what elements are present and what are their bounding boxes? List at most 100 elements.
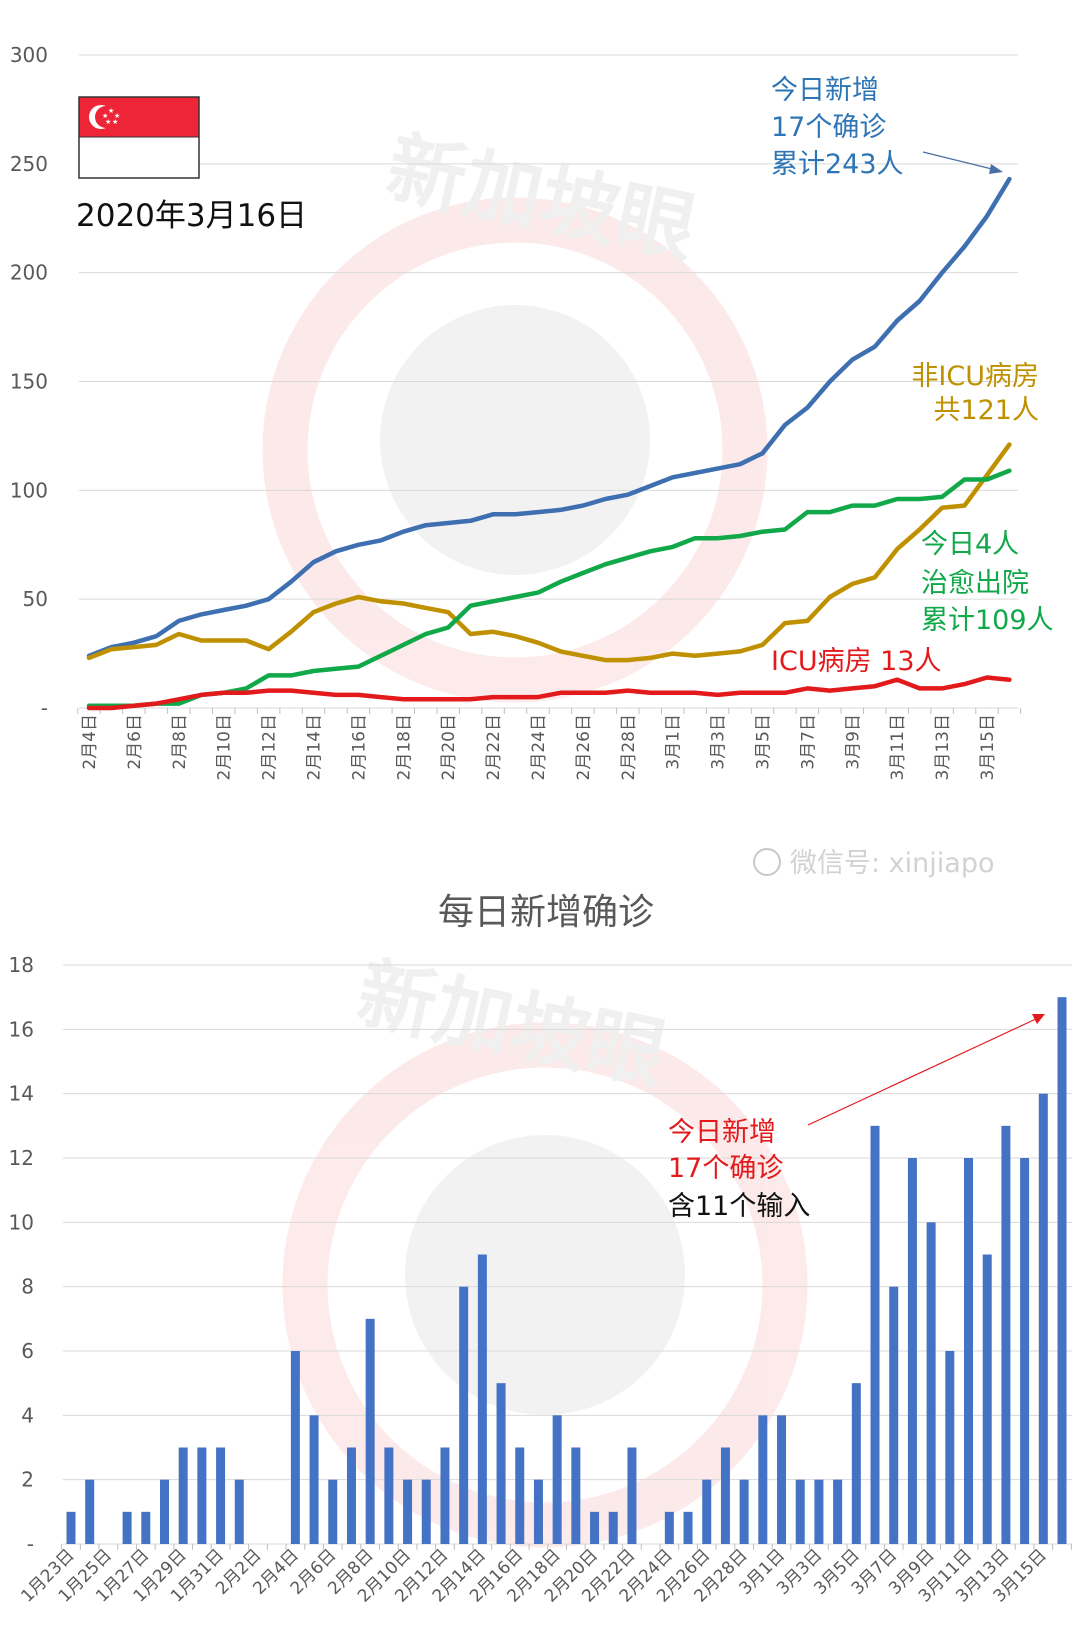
top-x-tick-label: 3月7日 bbox=[798, 714, 818, 770]
top-y-tick-label: 50 bbox=[23, 587, 48, 611]
annotation-recovered-line2: 治愈出院 bbox=[921, 568, 1029, 599]
daily-bar bbox=[777, 1415, 787, 1544]
daily-bar bbox=[384, 1447, 394, 1544]
daily-bar bbox=[833, 1479, 843, 1544]
top-y-tick-label: 250 bbox=[10, 152, 48, 176]
daily-bar bbox=[216, 1447, 226, 1544]
top-x-tick-label: 3月5日 bbox=[754, 714, 774, 770]
top-x-tick-label: 2月26日 bbox=[574, 714, 594, 780]
daily-bar bbox=[552, 1415, 562, 1544]
top-x-tick-label: 2月14日 bbox=[305, 714, 325, 780]
annotation-non-icu-line1: 非ICU病房 bbox=[911, 361, 1039, 392]
daily-bar bbox=[346, 1447, 356, 1544]
top-x-tick-label: 3月15日 bbox=[978, 714, 998, 780]
top-x-tick-label: 2月4日 bbox=[80, 714, 100, 770]
flag-date: 2020年3月16日 bbox=[76, 198, 307, 234]
daily-bar bbox=[1020, 1158, 1030, 1544]
daily-bar bbox=[795, 1479, 805, 1544]
bottom-y-tick-label: 4 bbox=[21, 1403, 34, 1427]
daily-bar bbox=[608, 1511, 618, 1544]
annotation-non-icu: 非ICU病房 共121人 bbox=[911, 361, 1039, 426]
bottom-chart-x-labels: 1月23日1月25日1月27日1月29日1月31日2月2日2月4日2月6日2月8… bbox=[17, 1545, 1050, 1606]
daily-bar bbox=[814, 1479, 824, 1544]
daily-bar bbox=[664, 1511, 674, 1544]
top-x-tick-label: 2月10日 bbox=[215, 714, 235, 780]
svg-text:★: ★ bbox=[105, 118, 111, 126]
daily-bar bbox=[982, 1254, 992, 1544]
daily-bar bbox=[945, 1351, 955, 1544]
daily-bar bbox=[515, 1447, 525, 1544]
daily-bar bbox=[1057, 997, 1067, 1544]
top-chart-grid: - 50 100 150 200 250 300 bbox=[10, 43, 1022, 720]
annotation-total-line3: 累计243人 bbox=[771, 149, 904, 180]
daily-bar bbox=[234, 1479, 244, 1544]
daily-bar bbox=[1001, 1125, 1011, 1544]
annotation-daily-line1: 今日新增 bbox=[668, 1117, 776, 1148]
top-x-tick-label: 2月8日 bbox=[170, 714, 190, 770]
daily-bar bbox=[459, 1286, 469, 1544]
bottom-chart-title: 每日新增确诊 bbox=[438, 892, 654, 933]
top-chart-lines bbox=[86, 176, 1012, 711]
daily-bar bbox=[290, 1351, 300, 1544]
svg-text:★: ★ bbox=[114, 112, 120, 120]
svg-text:★: ★ bbox=[112, 118, 118, 126]
bottom-chart-bars bbox=[66, 997, 1067, 1544]
series-line-recovered bbox=[86, 468, 1012, 709]
annotation-non-icu-line2: 共121人 bbox=[933, 395, 1039, 426]
top-y-tick-label: 100 bbox=[10, 478, 48, 502]
daily-bar bbox=[720, 1447, 730, 1544]
bottom-y-tick-label: 12 bbox=[9, 1146, 34, 1170]
daily-bar bbox=[889, 1286, 899, 1544]
daily-bar bbox=[421, 1479, 431, 1544]
annotation-total-line2: 17个确诊 bbox=[771, 112, 886, 143]
top-y-tick-label: 200 bbox=[10, 261, 48, 285]
series-line-total bbox=[86, 176, 1012, 659]
daily-bar bbox=[309, 1415, 319, 1544]
annotation-daily-line2: 17个确诊 bbox=[668, 1153, 783, 1184]
daily-bar bbox=[496, 1383, 506, 1544]
top-x-tick-label: 2月20日 bbox=[439, 714, 459, 780]
annotation-daily-arrow bbox=[807, 1014, 1045, 1126]
daily-bar bbox=[85, 1479, 95, 1544]
daily-bar bbox=[197, 1447, 207, 1544]
daily-bar bbox=[571, 1447, 581, 1544]
daily-bar bbox=[758, 1415, 768, 1544]
bottom-y-tick-label: - bbox=[27, 1532, 34, 1556]
daily-bar bbox=[870, 1125, 880, 1544]
annotation-recovered-line1: 今日4人 bbox=[921, 529, 1019, 560]
daily-bar bbox=[683, 1511, 693, 1544]
daily-bar bbox=[477, 1254, 487, 1544]
daily-bar bbox=[964, 1158, 974, 1544]
daily-bar bbox=[141, 1511, 151, 1544]
daily-bar bbox=[702, 1479, 712, 1544]
annotation-daily: 今日新增 17个确诊 含11个输入 bbox=[668, 1117, 810, 1222]
top-y-tick-label: - bbox=[41, 696, 48, 720]
top-x-tick-label: 3月3日 bbox=[709, 714, 729, 770]
daily-bar bbox=[122, 1511, 132, 1544]
top-x-tick-label: 2月16日 bbox=[349, 714, 369, 780]
wechat-watermark: 微信号: xinjiapo bbox=[753, 848, 994, 879]
top-x-tick-label: 2月18日 bbox=[394, 714, 414, 780]
top-y-tick-label: 150 bbox=[10, 370, 48, 394]
daily-bar bbox=[627, 1447, 637, 1544]
annotation-icu: ICU病房 13人 bbox=[771, 646, 942, 677]
daily-bar bbox=[590, 1511, 600, 1544]
top-x-tick-label: 3月11日 bbox=[888, 714, 908, 780]
annotation-recovered: 今日4人 治愈出院 累计109人 bbox=[921, 529, 1054, 636]
series-line-icu bbox=[86, 675, 1012, 711]
daily-bar bbox=[159, 1479, 169, 1544]
annotation-recovered-line3: 累计109人 bbox=[921, 605, 1054, 636]
top-x-tick-label: 3月13日 bbox=[933, 714, 953, 780]
daily-bar bbox=[178, 1447, 188, 1544]
top-x-tick-label: 3月9日 bbox=[843, 714, 863, 770]
bottom-y-tick-label: 6 bbox=[21, 1339, 34, 1363]
daily-bar bbox=[365, 1318, 375, 1544]
annotation-total-line1: 今日新增 bbox=[771, 75, 879, 106]
annotation-total-arrow bbox=[922, 151, 1003, 174]
top-x-tick-label: 2月6日 bbox=[125, 714, 145, 770]
svg-text:★: ★ bbox=[108, 107, 114, 115]
bottom-y-tick-label: 8 bbox=[21, 1275, 34, 1299]
series-line-non_icu bbox=[86, 442, 1012, 663]
bottom-chart-grid: - 2 4 6 8 10 12 14 16 18 bbox=[9, 953, 1072, 1556]
